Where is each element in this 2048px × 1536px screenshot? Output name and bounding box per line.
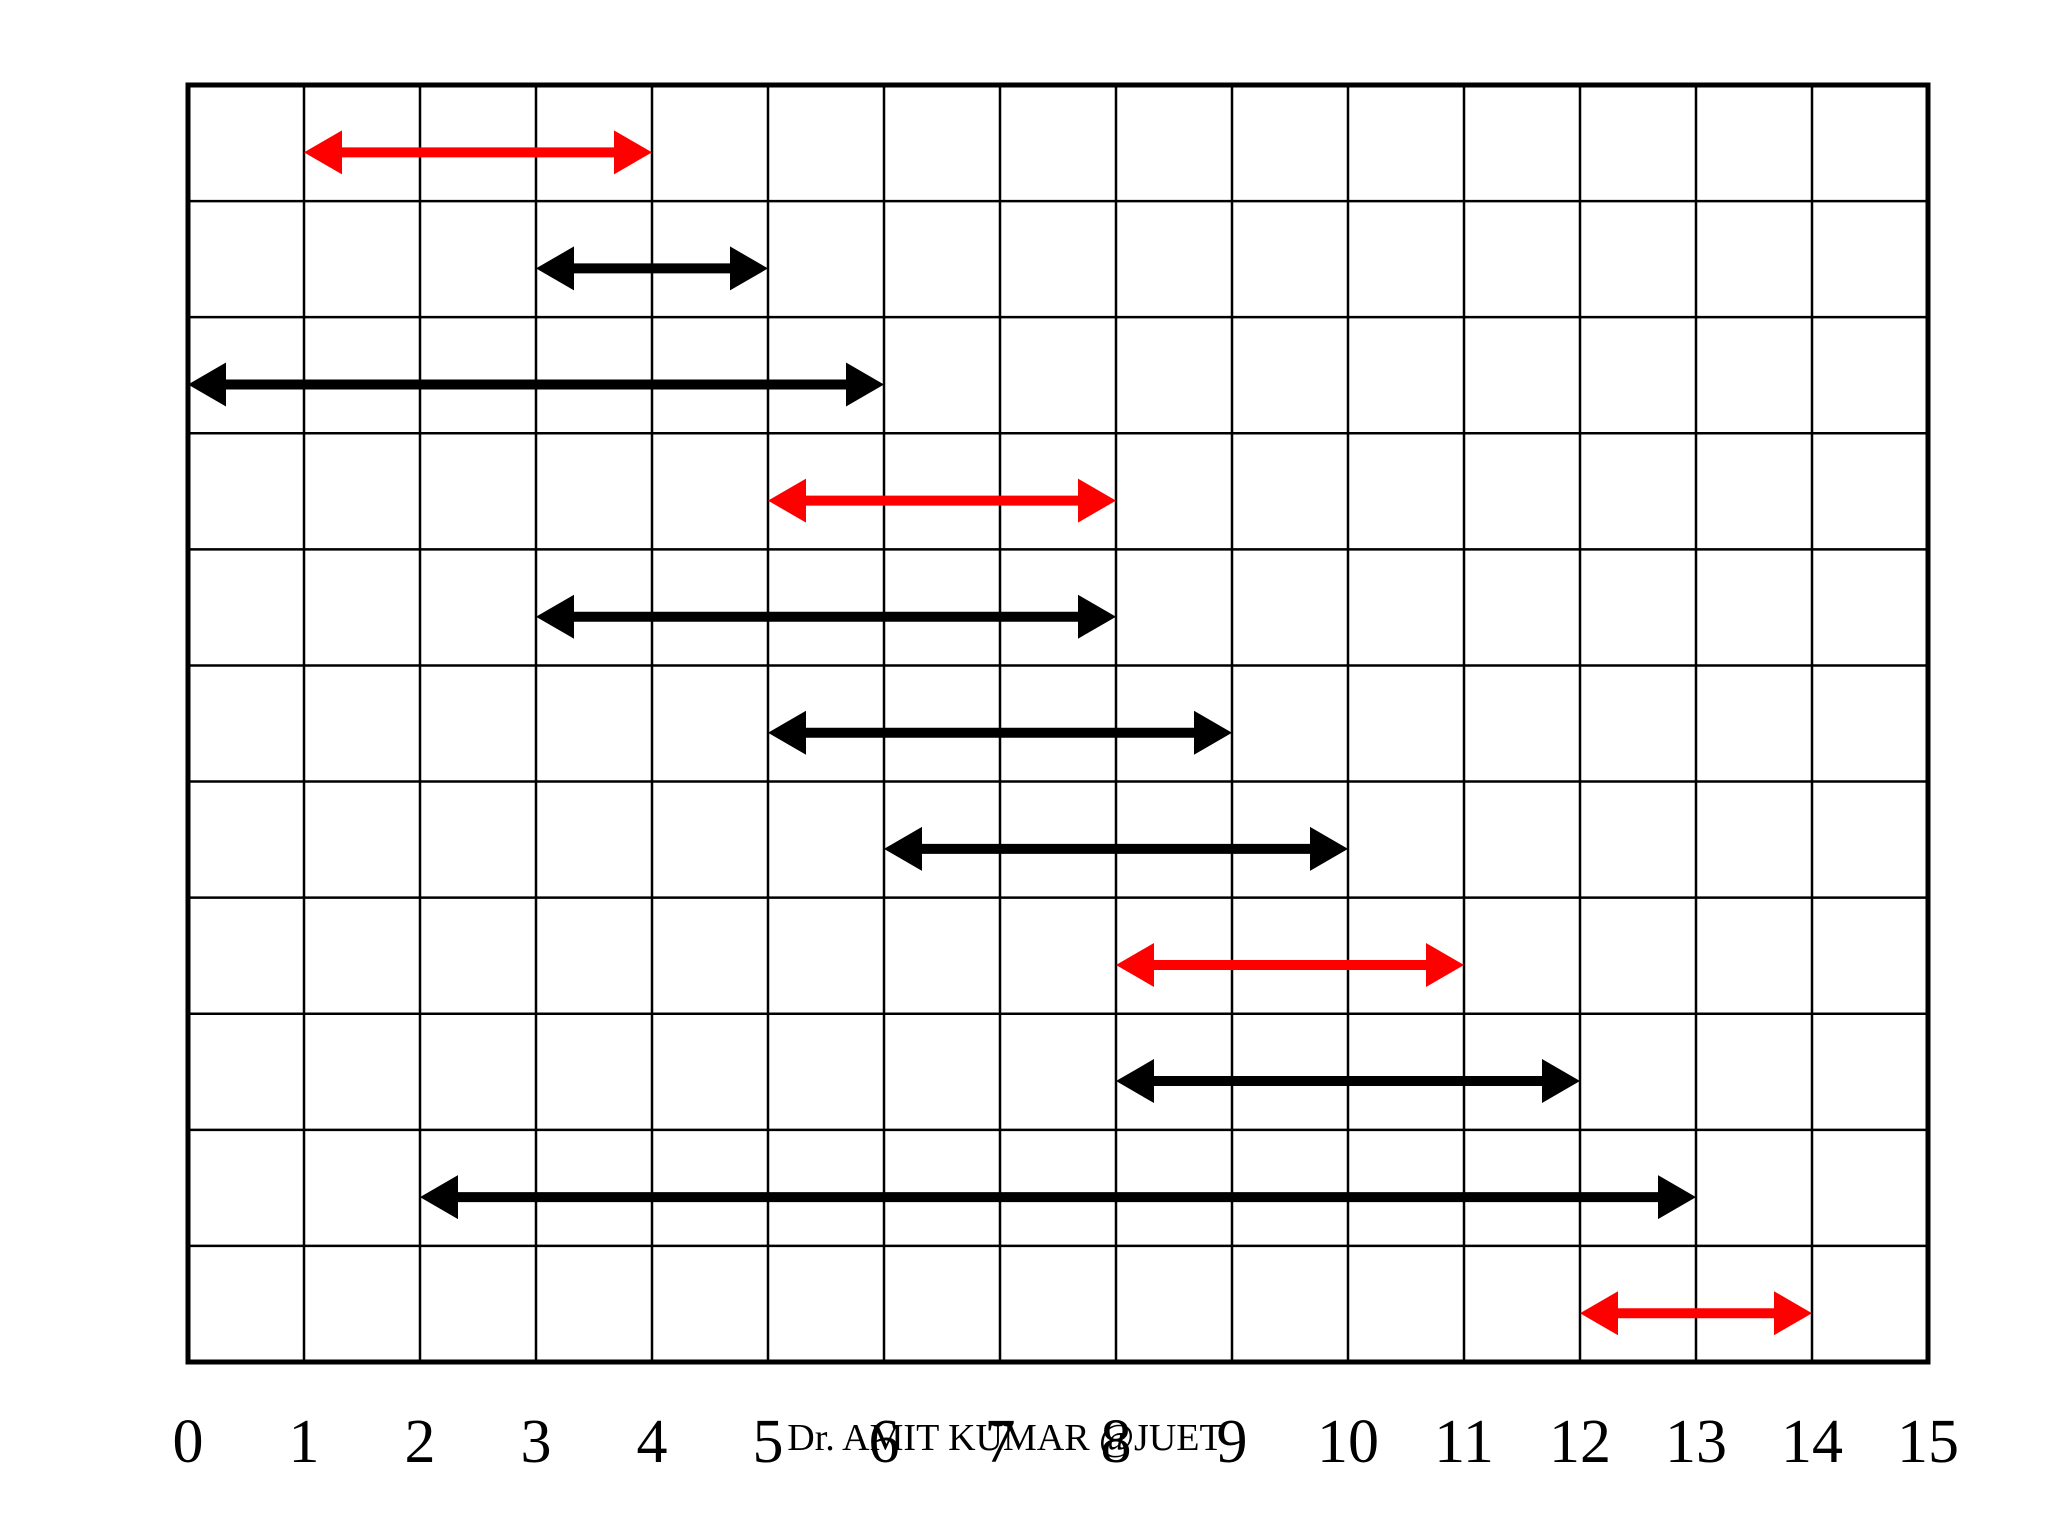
interval-arrowhead-left (536, 246, 574, 291)
x-tick-label: 13 (1665, 1408, 1727, 1476)
interval-arrowhead-left (420, 1175, 458, 1220)
x-tick-label: 11 (1434, 1408, 1494, 1476)
x-tick-label: 5 (753, 1408, 784, 1476)
selected-interval-arrow (1116, 942, 1464, 987)
interval-arrowhead-right (614, 130, 652, 175)
interval-arrowhead-left (536, 594, 574, 639)
interval-arrow (884, 826, 1348, 871)
x-tick-label: 2 (405, 1408, 436, 1476)
interval-arrow (420, 1175, 1696, 1220)
interval-arrowhead-right (1194, 710, 1232, 755)
interval-arrowhead-right (1774, 1291, 1812, 1336)
interval-arrowhead-left (188, 362, 226, 407)
interval-arrowhead-left (304, 130, 342, 175)
x-tick-label: 9 (1217, 1408, 1248, 1476)
interval-arrowhead-right (1542, 1059, 1580, 1104)
grid-border (185, 82, 1931, 1365)
interval-arrowhead-left (1580, 1291, 1618, 1336)
x-axis-tick-labels: 0 1 2 3 4 5 6 7 8 9 10 11 12 13 14 15 (173, 1408, 1960, 1476)
selected-interval-arrow (304, 130, 652, 175)
author-watermark: Dr. AMIT KUMAR @JUET (787, 1417, 1222, 1459)
interval-arrowhead-right (846, 362, 884, 407)
x-tick-label: 12 (1549, 1408, 1611, 1476)
interval-arrow (768, 710, 1232, 755)
interval-arrow (536, 246, 768, 291)
interval-arrow (1116, 1059, 1580, 1104)
interval-arrowhead-left (1116, 1059, 1154, 1104)
x-tick-label: 10 (1317, 1408, 1379, 1476)
interval-arrowhead-right (1658, 1175, 1696, 1220)
interval-arrow (536, 594, 1116, 639)
selected-interval-arrow (768, 478, 1116, 523)
interval-arrowhead-right (1078, 478, 1116, 523)
interval-arrowhead-left (884, 826, 922, 871)
x-tick-label: 8 (1101, 1408, 1132, 1476)
interval-arrowhead-left (768, 478, 806, 523)
interval-arrowhead-right (1078, 594, 1116, 639)
x-tick-label: 15 (1897, 1408, 1959, 1476)
x-tick-label: 14 (1781, 1408, 1843, 1476)
interval-arrowhead-left (1116, 942, 1154, 987)
interval-arrows (188, 130, 1812, 1336)
selected-interval-arrow (1580, 1291, 1812, 1336)
x-tick-label: 1 (289, 1408, 320, 1476)
x-tick-label: 0 (173, 1408, 204, 1476)
x-tick-label: 4 (637, 1408, 668, 1476)
x-tick-label: 3 (521, 1408, 552, 1476)
interval-arrowhead-left (768, 710, 806, 755)
interval-arrowhead-right (1310, 826, 1348, 871)
x-tick-label: 7 (985, 1408, 1016, 1476)
interval-arrowhead-right (730, 246, 768, 291)
x-tick-label: 6 (869, 1408, 900, 1476)
interval-arrowhead-right (1426, 942, 1464, 987)
interval-arrow (188, 362, 884, 407)
grid (185, 82, 1931, 1365)
